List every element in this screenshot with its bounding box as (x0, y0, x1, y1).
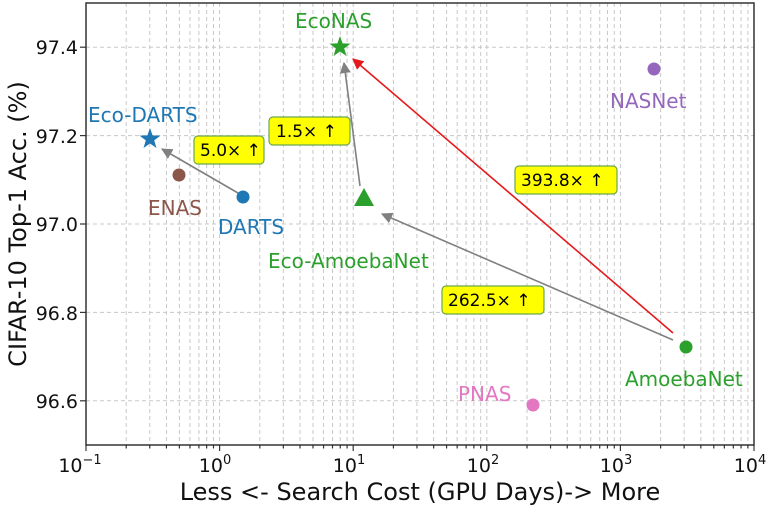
svg-text:5.0× ↑: 5.0× ↑ (200, 141, 261, 161)
svg-text:10−1: 10−1 (58, 453, 101, 477)
arrow-amoebanet-to-econas (352, 58, 674, 334)
arrow-eco-amoebanet-to-econas (339, 61, 361, 187)
svg-text:103: 103 (600, 453, 632, 477)
axis-ticks (80, 46, 755, 451)
svg-text:101: 101 (333, 453, 365, 477)
arrow-darts-to-eco-darts (161, 148, 239, 194)
annotation-1-5x: 1.5× ↑ (268, 116, 351, 146)
amoebanet-marker (679, 340, 693, 354)
svg-text:104: 104 (734, 453, 766, 477)
x-tick-label: 104 (734, 453, 766, 477)
annotation-5x: 5.0× ↑ (193, 135, 265, 165)
eco-amoebanet-triangle-marker (354, 188, 374, 206)
label-econas: EcoNAS (295, 9, 372, 33)
svg-text:102: 102 (467, 453, 499, 477)
label-darts: DARTS (218, 215, 284, 239)
label-enas: ENAS (148, 196, 202, 220)
nasnet-marker (647, 62, 661, 76)
eco-darts-star-marker (139, 128, 161, 148)
svg-text:1.5× ↑: 1.5× ↑ (276, 122, 337, 142)
arrow-amoebanet-to-eco-amoebanet (380, 212, 674, 341)
econas-star-marker (329, 36, 351, 56)
y-tick-label: 96.8 (36, 303, 78, 325)
y-axis-title: CIFAR-10 Top-1 Acc. (%) (4, 81, 32, 367)
label-amoebanet: AmoebaNet (625, 367, 743, 391)
x-tick-label: 102 (467, 453, 499, 477)
x-tick-label: 10−1 (58, 453, 101, 477)
y-tick-label: 97.0 (36, 214, 78, 236)
grid-lines (86, 3, 754, 445)
x-axis-title: Less <- Search Cost (GPU Days)-> More (180, 478, 661, 506)
label-nasnet: NASNet (610, 89, 687, 113)
pnas-marker (526, 398, 540, 412)
x-tick-label: 103 (600, 453, 632, 477)
y-tick-label: 96.6 (36, 391, 78, 413)
annotation-393-8x: 393.8× ↑ (514, 165, 618, 195)
label-eco-amoebanet: Eco-AmoebaNet (268, 249, 429, 273)
svg-text:393.8× ↑: 393.8× ↑ (521, 171, 604, 191)
y-tick-label: 97.2 (36, 126, 78, 148)
annotation-262-5x: 262.5× ↑ (441, 285, 545, 315)
x-tick-label: 100 (199, 453, 231, 477)
y-tick-label: 97.4 (36, 37, 78, 59)
enas-marker (172, 168, 186, 182)
svg-text:262.5× ↑: 262.5× ↑ (448, 291, 531, 311)
x-tick-label: 101 (333, 453, 365, 477)
label-pnas: PNAS (458, 382, 511, 406)
label-eco-darts: Eco-DARTS (88, 103, 198, 127)
svg-text:100: 100 (199, 453, 231, 477)
darts-marker (236, 190, 250, 204)
